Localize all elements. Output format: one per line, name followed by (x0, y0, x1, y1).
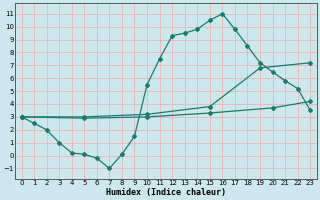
X-axis label: Humidex (Indice chaleur): Humidex (Indice chaleur) (106, 188, 226, 197)
